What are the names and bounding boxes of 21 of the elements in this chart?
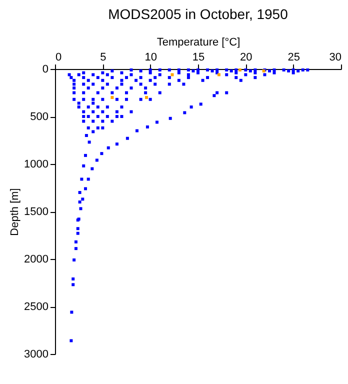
point <box>238 68 242 72</box>
point <box>145 96 148 99</box>
x-axis-title: Temperature [°C] <box>156 36 240 48</box>
y-tick-label: 0 <box>42 64 48 76</box>
x-tick-label: 20 <box>240 52 252 64</box>
point <box>170 73 174 76</box>
x-tick-label: 30 <box>329 52 342 64</box>
y-axis-title: Depth [m] <box>9 188 22 236</box>
x-tick-label: 5 <box>100 52 106 64</box>
x-tick-label: 10 <box>144 52 157 64</box>
y-tick-label: 1000 <box>24 158 48 170</box>
y-tick-label: 2500 <box>24 301 48 313</box>
x-tick-label: 0 <box>56 52 62 64</box>
point <box>110 96 114 99</box>
chart-title: MODS2005 in October, 1950 <box>108 6 288 22</box>
x-tick-label: 15 <box>192 52 205 64</box>
y-tick-label: 500 <box>30 111 48 123</box>
y-tick-label: 2000 <box>24 254 48 266</box>
y-tick-label: 3000 <box>24 348 48 360</box>
y-tick-label: 1500 <box>24 206 48 218</box>
x-tick-label: 25 <box>288 52 300 64</box>
